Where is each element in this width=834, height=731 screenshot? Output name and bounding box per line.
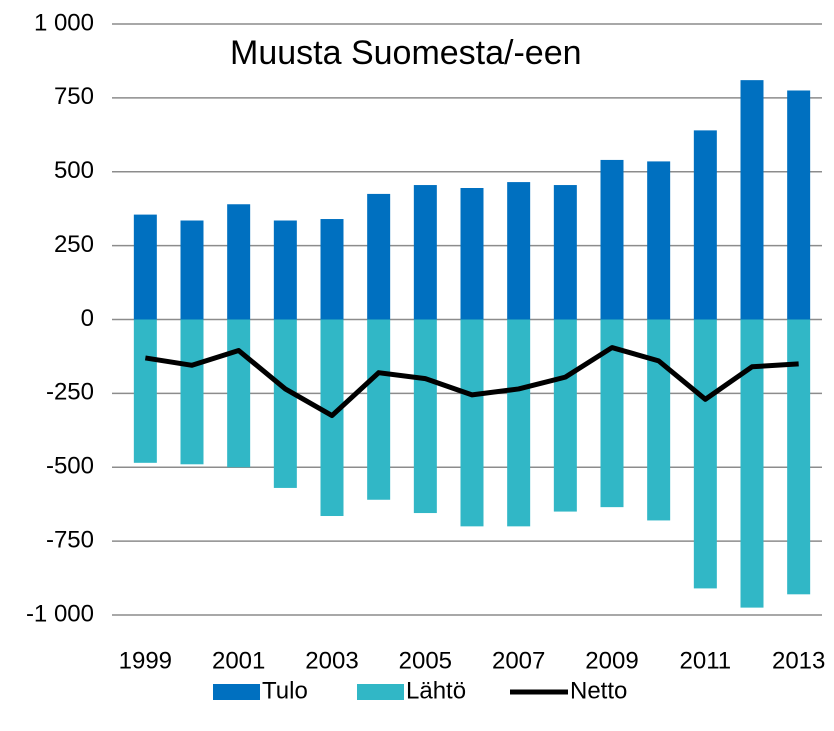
x-tick-label: 2013: [772, 647, 825, 674]
y-tick-label: -250: [46, 379, 94, 406]
bar: [740, 319, 764, 608]
bar: [413, 185, 437, 320]
bar: [227, 204, 251, 320]
bar: [740, 80, 764, 320]
bar: [367, 193, 391, 320]
x-tick-label: 2005: [399, 647, 452, 674]
bar: [320, 219, 344, 320]
y-tick-label: 1 000: [34, 9, 94, 36]
bar: [460, 188, 484, 320]
y-tick-label: -750: [46, 526, 94, 553]
bar: [693, 319, 717, 589]
legend-swatch: [213, 684, 260, 700]
x-tick-label: 2003: [305, 647, 358, 674]
bar: [600, 159, 624, 320]
bar: [367, 319, 391, 500]
x-tick-label: 1999: [119, 647, 172, 674]
bar: [133, 319, 157, 463]
y-tick-label: -500: [46, 453, 94, 480]
legend-label: Netto: [570, 677, 627, 704]
y-tick-label: -1 000: [26, 600, 94, 627]
legend-swatch: [357, 684, 404, 700]
x-tick-label: 2009: [585, 647, 638, 674]
y-tick-label: 250: [54, 231, 94, 258]
bar: [273, 319, 297, 488]
legend-label: Lähtö: [406, 677, 466, 704]
legend-label: Tulo: [262, 677, 308, 704]
line: [144, 345, 799, 419]
y-tick-label: 0: [81, 305, 94, 332]
bar: [647, 161, 671, 320]
bar: [133, 214, 157, 320]
chart-title: Muusta Suomesta/-een: [230, 34, 582, 72]
bar: [180, 319, 204, 465]
y-tick-label: 750: [54, 83, 94, 110]
bar: [507, 182, 531, 320]
bar: [273, 220, 297, 320]
bar: [507, 319, 531, 527]
x-tick-label: 2007: [492, 647, 545, 674]
bar: [553, 319, 577, 512]
bar: [553, 185, 577, 320]
x-tick-label: 2001: [212, 647, 265, 674]
bar: [413, 319, 437, 514]
bar: [227, 319, 251, 468]
bar: [600, 319, 624, 508]
bar: [693, 130, 717, 320]
bar: [180, 220, 204, 320]
bar: [787, 90, 811, 320]
bar: [647, 319, 671, 521]
y-tick-label: 500: [54, 157, 94, 184]
bar: [460, 319, 484, 527]
bar: [787, 319, 811, 595]
x-tick-label: 2011: [680, 647, 732, 674]
